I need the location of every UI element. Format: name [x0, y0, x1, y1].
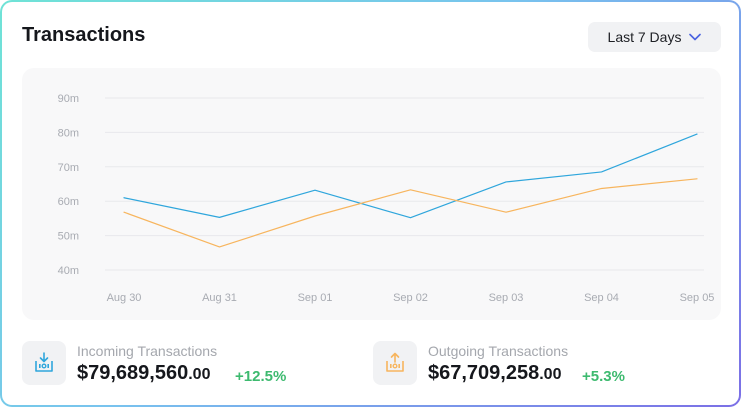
x-tick-label: Sep 02 — [393, 292, 428, 304]
x-tick-label: Sep 03 — [489, 292, 524, 304]
outgoing-icon-box — [373, 341, 417, 385]
incoming-amount-main: $79,689,560 — [77, 362, 189, 384]
date-range-dropdown[interactable]: Last 7 Days — [588, 22, 721, 52]
line-chart: 90m 80m 70m 60m 50m 40m Aug 30 Aug 31 Sep 01 Sep… — [58, 93, 715, 304]
outgoing-amount: $67,709,258.00 — [428, 362, 561, 385]
outgoing-amount-main: $67,709,258 — [428, 362, 540, 384]
outgoing-series-line — [123, 178, 698, 248]
outgoing-change: +5.3% — [582, 368, 625, 385]
incoming-label: Incoming Transactions — [77, 343, 218, 359]
card-title: Transactions — [22, 24, 146, 46]
chevron-down-icon — [689, 33, 702, 41]
outgoing-stat: Outgoing Transactions $67,709,258.00 +5.… — [373, 340, 703, 390]
incoming-series-line — [123, 133, 698, 219]
x-tick-label: Aug 31 — [202, 292, 237, 304]
incoming-change: +12.5% — [235, 368, 287, 385]
y-tick-label: 60m — [58, 196, 79, 208]
incoming-icon-box — [22, 341, 66, 385]
incoming-amount-decimals: .00 — [188, 366, 211, 383]
y-tick-label: 70m — [58, 162, 79, 174]
x-tick-label: Sep 04 — [584, 292, 619, 304]
incoming-stat: Incoming Transactions $79,689,560.00 +12… — [22, 340, 352, 390]
x-tick-label: Sep 01 — [298, 292, 333, 304]
date-range-label: Last 7 Days — [607, 29, 682, 45]
y-tick-label: 90m — [58, 93, 79, 105]
outgoing-amount-decimals: .00 — [539, 366, 562, 383]
outgoing-label: Outgoing Transactions — [428, 343, 569, 359]
outgoing-tray-icon — [386, 352, 404, 372]
y-tick-label: 50m — [58, 231, 79, 243]
x-tick-label: Sep 05 — [680, 292, 715, 304]
y-tick-label: 40m — [58, 265, 79, 277]
y-tick-label: 80m — [58, 127, 79, 139]
incoming-amount: $79,689,560.00 — [77, 362, 210, 385]
x-tick-label: Aug 30 — [107, 292, 142, 304]
incoming-tray-icon — [35, 352, 53, 372]
chart-panel: 90m 80m 70m 60m 50m 40m Aug 30 Aug 31 Sep 01 Sep… — [22, 68, 721, 320]
